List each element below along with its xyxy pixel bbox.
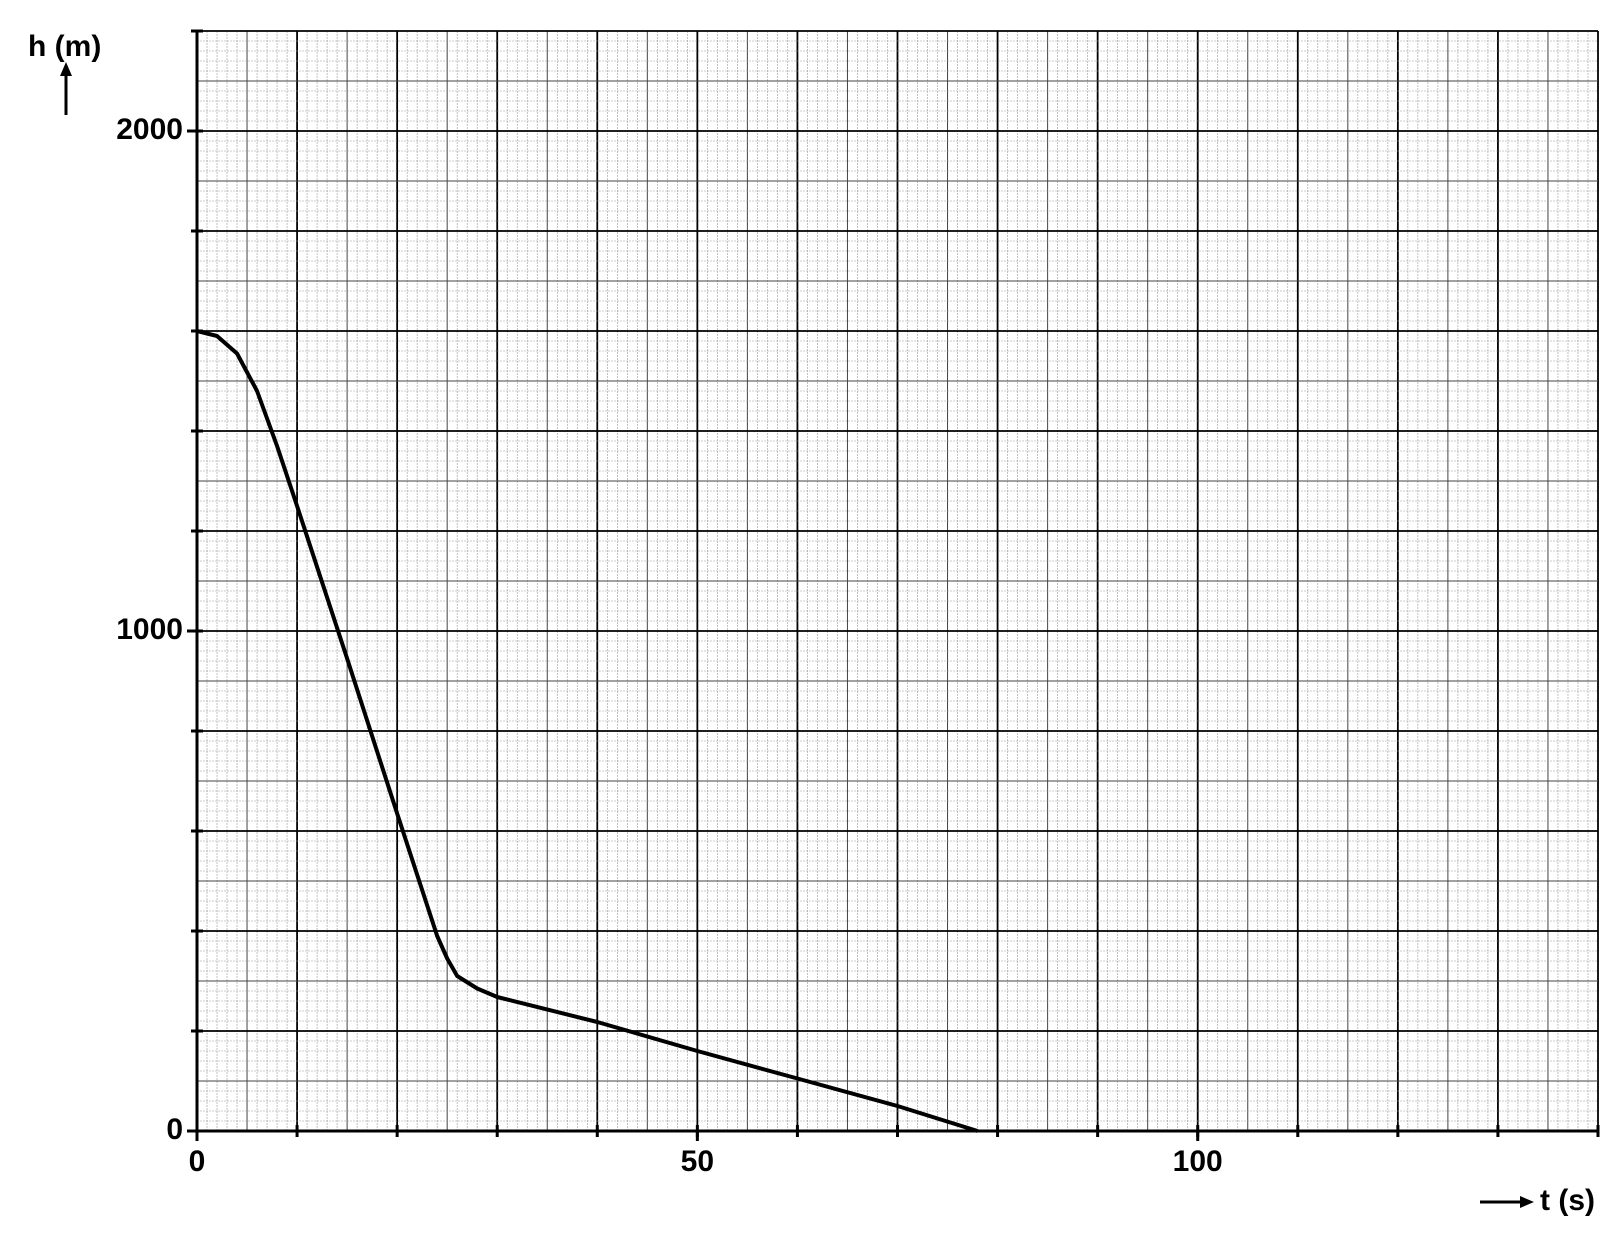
curve	[196, 329, 979, 1133]
y-tick-label: 0	[166, 1113, 183, 1146]
x-tick-label: 50	[681, 1145, 714, 1178]
x-tick-label: 100	[1173, 1145, 1223, 1178]
x-axis-arrowhead	[1520, 1196, 1534, 1208]
y-tick-label: 2000	[116, 113, 183, 146]
x-tick-label: 0	[189, 1145, 206, 1178]
y-axis-label: h (m)	[28, 30, 101, 63]
y-tick-label: 1000	[116, 613, 183, 646]
y-axis-arrowhead	[60, 62, 72, 76]
x-axis-label: t (s)	[1540, 1184, 1595, 1217]
